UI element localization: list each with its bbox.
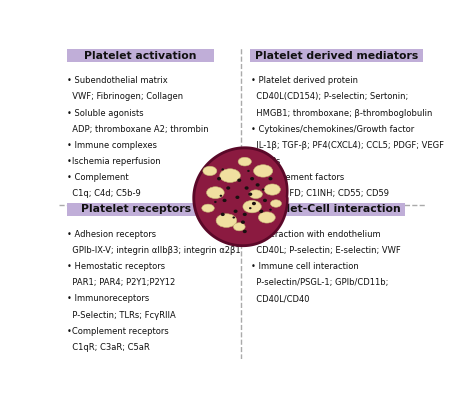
Text: Platelet derived mediators: Platelet derived mediators [255,51,418,61]
Polygon shape [195,149,286,244]
Text: • PMPs: • PMPs [251,157,280,166]
Text: Platelet-Cell interaction: Platelet-Cell interaction [255,204,400,214]
Ellipse shape [243,213,247,216]
Text: PAR1; PAR4; P2Y1;P2Y12: PAR1; PAR4; P2Y1;P2Y12 [67,278,175,287]
Text: HMGB1; thromboxane; β-thromboglobulin: HMGB1; thromboxane; β-thromboglobulin [251,108,432,118]
Text: P-Selectin; TLRs; FcγRIIA: P-Selectin; TLRs; FcγRIIA [67,311,176,320]
Text: • Complement: • Complement [67,173,129,182]
Ellipse shape [221,213,225,216]
Text: C1q; C4d; C5b-9: C1q; C4d; C5b-9 [67,189,141,198]
Ellipse shape [236,195,239,199]
Text: Platelet activation: Platelet activation [84,51,196,61]
Ellipse shape [217,177,221,181]
FancyBboxPatch shape [66,49,213,62]
Ellipse shape [220,169,240,183]
Text: • Immune complexes: • Immune complexes [67,141,157,150]
Ellipse shape [269,209,272,211]
Text: • Cytokines/chemokines/Growth factor: • Cytokines/chemokines/Growth factor [251,125,414,134]
Text: CD40L(CD154); P-selectin; Sertonin;: CD40L(CD154); P-selectin; Sertonin; [251,92,408,102]
Ellipse shape [259,210,264,213]
Ellipse shape [264,184,281,195]
Text: Platelet receptors: Platelet receptors [82,204,191,214]
Text: ADP; thromboxane A2; thrombin: ADP; thromboxane A2; thrombin [67,125,209,134]
Ellipse shape [203,166,217,176]
Ellipse shape [233,223,245,231]
Ellipse shape [226,186,230,190]
Ellipse shape [249,190,263,199]
Ellipse shape [250,177,254,181]
Ellipse shape [249,207,252,209]
Ellipse shape [214,201,217,203]
Text: CD40L; P-selectin; E-selectin; VWF: CD40L; P-selectin; E-selectin; VWF [251,246,401,255]
Ellipse shape [245,186,249,190]
Text: • Subendothelial matrix: • Subendothelial matrix [67,76,168,85]
Text: CD40L/CD40: CD40L/CD40 [251,295,310,303]
Ellipse shape [237,179,241,182]
Ellipse shape [258,212,275,223]
Polygon shape [192,146,289,247]
Text: P-selectin/PSGL-1; GPIb/CD11b;: P-selectin/PSGL-1; GPIb/CD11b; [251,278,388,287]
Ellipse shape [255,183,260,187]
Ellipse shape [262,189,264,191]
Text: •Ischemia reperfusion: •Ischemia reperfusion [67,157,161,166]
Ellipse shape [221,168,224,170]
FancyBboxPatch shape [250,203,405,216]
Text: • Complement factors: • Complement factors [251,173,344,182]
Ellipse shape [202,204,214,212]
FancyBboxPatch shape [66,203,206,216]
Text: VWF; Fibrinogen; Collagen: VWF; Fibrinogen; Collagen [67,92,183,102]
Text: IL-1β; TGF-β; PF4(CXCL4); CCL5; PDGF; VEGF: IL-1β; TGF-β; PF4(CXCL4); CCL5; PDGF; VE… [251,141,444,150]
Ellipse shape [243,200,261,213]
Ellipse shape [222,199,227,202]
Ellipse shape [268,177,273,181]
Text: C3; C4; FD; C1INH; CD55; CD59: C3; C4; FD; C1INH; CD55; CD59 [251,189,389,198]
Text: • Platelet derived protein: • Platelet derived protein [251,76,358,85]
Ellipse shape [252,202,256,205]
Ellipse shape [263,199,267,202]
Ellipse shape [248,193,252,196]
Ellipse shape [271,200,282,207]
Text: • Adhesion receptors: • Adhesion receptors [67,230,156,239]
Ellipse shape [238,157,251,166]
Text: • Hemostatic receptors: • Hemostatic receptors [67,262,165,271]
Ellipse shape [241,220,245,224]
Text: • Immune cell interaction: • Immune cell interaction [251,262,359,271]
Ellipse shape [234,210,237,213]
Ellipse shape [254,165,273,177]
Ellipse shape [219,195,222,197]
Text: • Immunoreceptors: • Immunoreceptors [67,295,150,303]
Text: GPIb-IX-V; integrin αIIbβ3; integrin α2β1: GPIb-IX-V; integrin αIIbβ3; integrin α2β… [67,246,241,255]
Ellipse shape [247,170,250,172]
Ellipse shape [216,214,237,227]
Ellipse shape [243,230,247,233]
Text: •Complement receptors: •Complement receptors [67,327,169,336]
Text: • Interaction with endothelium: • Interaction with endothelium [251,230,381,239]
Ellipse shape [232,216,235,218]
Text: • Soluble agonists: • Soluble agonists [67,108,144,118]
Text: C1qR; C3aR; C5aR: C1qR; C3aR; C5aR [67,343,150,352]
FancyBboxPatch shape [250,49,423,62]
Ellipse shape [207,187,224,199]
